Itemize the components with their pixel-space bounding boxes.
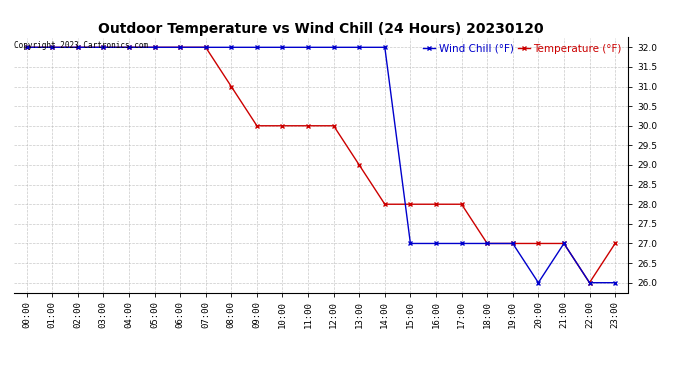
Wind Chill (°F): [74, 45, 82, 50]
Temperature (°F): [278, 123, 286, 128]
Wind Chill (°F): [278, 45, 286, 50]
Temperature (°F): [381, 202, 389, 207]
Temperature (°F): [176, 45, 184, 50]
Temperature (°F): [201, 45, 210, 50]
Wind Chill (°F): [585, 280, 593, 285]
Wind Chill (°F): [509, 241, 517, 246]
Legend: Wind Chill (°F), Temperature (°F): Wind Chill (°F), Temperature (°F): [422, 43, 622, 55]
Wind Chill (°F): [48, 45, 57, 50]
Wind Chill (°F): [253, 45, 261, 50]
Temperature (°F): [611, 241, 619, 246]
Wind Chill (°F): [330, 45, 338, 50]
Wind Chill (°F): [176, 45, 184, 50]
Temperature (°F): [457, 202, 466, 207]
Temperature (°F): [227, 84, 235, 89]
Temperature (°F): [483, 241, 491, 246]
Wind Chill (°F): [355, 45, 364, 50]
Temperature (°F): [585, 280, 593, 285]
Temperature (°F): [74, 45, 82, 50]
Temperature (°F): [23, 45, 31, 50]
Temperature (°F): [509, 241, 517, 246]
Wind Chill (°F): [304, 45, 312, 50]
Temperature (°F): [432, 202, 440, 207]
Temperature (°F): [253, 123, 261, 128]
Wind Chill (°F): [23, 45, 31, 50]
Wind Chill (°F): [432, 241, 440, 246]
Wind Chill (°F): [611, 280, 619, 285]
Wind Chill (°F): [457, 241, 466, 246]
Temperature (°F): [150, 45, 159, 50]
Wind Chill (°F): [560, 241, 568, 246]
Temperature (°F): [560, 241, 568, 246]
Temperature (°F): [534, 241, 542, 246]
Wind Chill (°F): [534, 280, 542, 285]
Temperature (°F): [406, 202, 415, 207]
Temperature (°F): [330, 123, 338, 128]
Temperature (°F): [304, 123, 312, 128]
Wind Chill (°F): [125, 45, 133, 50]
Line: Temperature (°F): Temperature (°F): [25, 45, 617, 285]
Wind Chill (°F): [150, 45, 159, 50]
Temperature (°F): [48, 45, 57, 50]
Wind Chill (°F): [99, 45, 108, 50]
Wind Chill (°F): [406, 241, 415, 246]
Temperature (°F): [125, 45, 133, 50]
Temperature (°F): [99, 45, 108, 50]
Wind Chill (°F): [483, 241, 491, 246]
Title: Outdoor Temperature vs Wind Chill (24 Hours) 20230120: Outdoor Temperature vs Wind Chill (24 Ho…: [98, 22, 544, 36]
Wind Chill (°F): [381, 45, 389, 50]
Temperature (°F): [355, 163, 364, 167]
Wind Chill (°F): [201, 45, 210, 50]
Wind Chill (°F): [227, 45, 235, 50]
Line: Wind Chill (°F): Wind Chill (°F): [25, 45, 617, 285]
Text: Copyright 2023 Cartronics.com: Copyright 2023 Cartronics.com: [14, 41, 148, 50]
